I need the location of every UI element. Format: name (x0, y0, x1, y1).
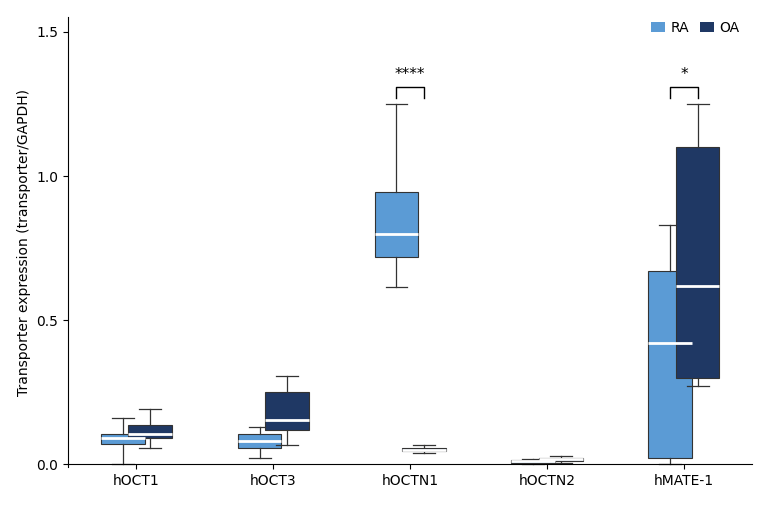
PathPatch shape (101, 434, 145, 444)
Text: *: * (680, 67, 687, 82)
Y-axis label: Transporter expression (transporter/GAPDH): Transporter expression (transporter/GAPD… (17, 89, 31, 396)
PathPatch shape (265, 392, 309, 430)
PathPatch shape (238, 434, 281, 448)
PathPatch shape (648, 271, 692, 459)
PathPatch shape (128, 425, 172, 438)
PathPatch shape (402, 447, 446, 451)
PathPatch shape (511, 461, 555, 463)
Legend: RA, OA: RA, OA (645, 16, 745, 40)
Text: ****: **** (395, 67, 425, 82)
PathPatch shape (375, 192, 418, 257)
PathPatch shape (539, 458, 583, 462)
PathPatch shape (676, 147, 720, 378)
